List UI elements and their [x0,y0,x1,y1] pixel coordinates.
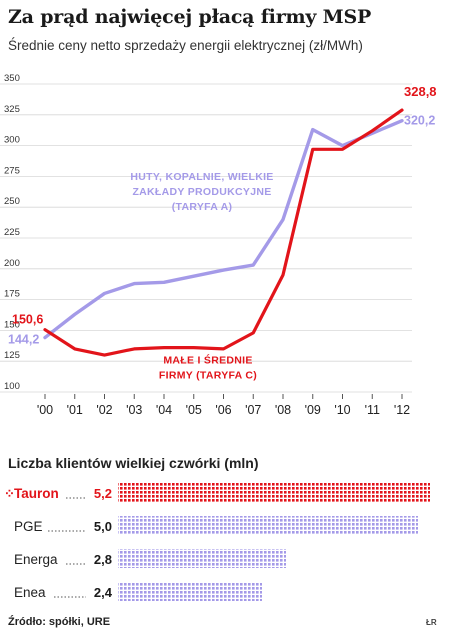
x-tick-label: '04 [156,403,172,417]
y-tick-label: 200 [4,258,20,269]
y-tick-label: 125 [4,350,20,361]
category-label: Enea [14,585,46,600]
y-tick-label: 275 [4,165,20,176]
source-note: Źródło: spółki, URE [8,616,111,628]
x-tick-label: '01 [67,403,83,417]
customers-bar-chart: ⁘ Tauron 5,2 PGE 5,0 Energa 2,8 Enea 2,4 [4,483,430,601]
y-tick-label: 250 [4,196,20,207]
bar-tauron [118,483,430,502]
page-title: Za prąd najwięcej płacą firmy MSP [8,6,372,28]
x-tick-label: '02 [96,403,112,417]
highlight-marker-icon: ⁘ [4,486,15,501]
chart-subtitle: Średnie ceny netto sprzedaży energii ele… [8,38,363,53]
start-value-label: 144,2 [8,333,39,347]
y-tick-label: 325 [4,104,20,115]
value-label: 2,8 [94,552,112,567]
category-label: Tauron [14,486,59,501]
x-tick-label: '08 [275,403,291,417]
price-line-chart: 100 125 150 175 200 225 250 275 300 325 350 '00 '01… [0,73,437,417]
y-tick-label: 150 [4,319,20,330]
y-tick-label: 350 [4,73,20,84]
x-tick-label: '06 [215,403,231,417]
x-tick-label: '05 [186,403,202,417]
x-tick-label: '00 [37,403,53,417]
series-label: ZAKŁADY PRODUKCYJNE [132,186,271,198]
x-tick-label: '11 [365,403,380,417]
value-label: 5,2 [94,486,112,501]
value-label: 2,4 [94,585,113,600]
series-line-taryfa-c [43,108,404,357]
series-line-taryfa-a [43,119,404,340]
y-tick-label: 300 [4,135,20,146]
bar-enea [118,582,262,601]
bar-pge [118,516,418,535]
category-label: Energa [14,552,58,567]
end-value-label: 320,2 [404,114,435,128]
x-tick-label: '07 [245,403,261,417]
customers-chart-title: Liczba klientów wielkiej czwórki (mln) [8,455,259,471]
start-value-label: 150,6 [12,313,43,327]
x-tick-label: '10 [334,403,350,417]
author-credit: ŁR [426,618,437,627]
series-label: MAŁE I ŚREDNIE [163,354,252,367]
x-tick-label: '12 [394,403,410,417]
end-value-label: 328,8 [404,84,437,99]
category-label: PGE [14,519,43,534]
x-tick-label: '03 [126,403,142,417]
y-tick-label: 225 [4,227,20,238]
y-tick-label: 175 [4,289,20,300]
y-tick-label: 100 [4,381,20,392]
x-tick-label: '09 [305,403,321,417]
bar-energa [118,549,286,568]
series-label: FIRMY (TARYFA C) [159,370,257,382]
series-label: HUTY, KOPALNIE, WIELKIE [130,171,273,183]
value-label: 5,0 [94,519,112,534]
series-label: (TARYFA A) [172,201,233,213]
